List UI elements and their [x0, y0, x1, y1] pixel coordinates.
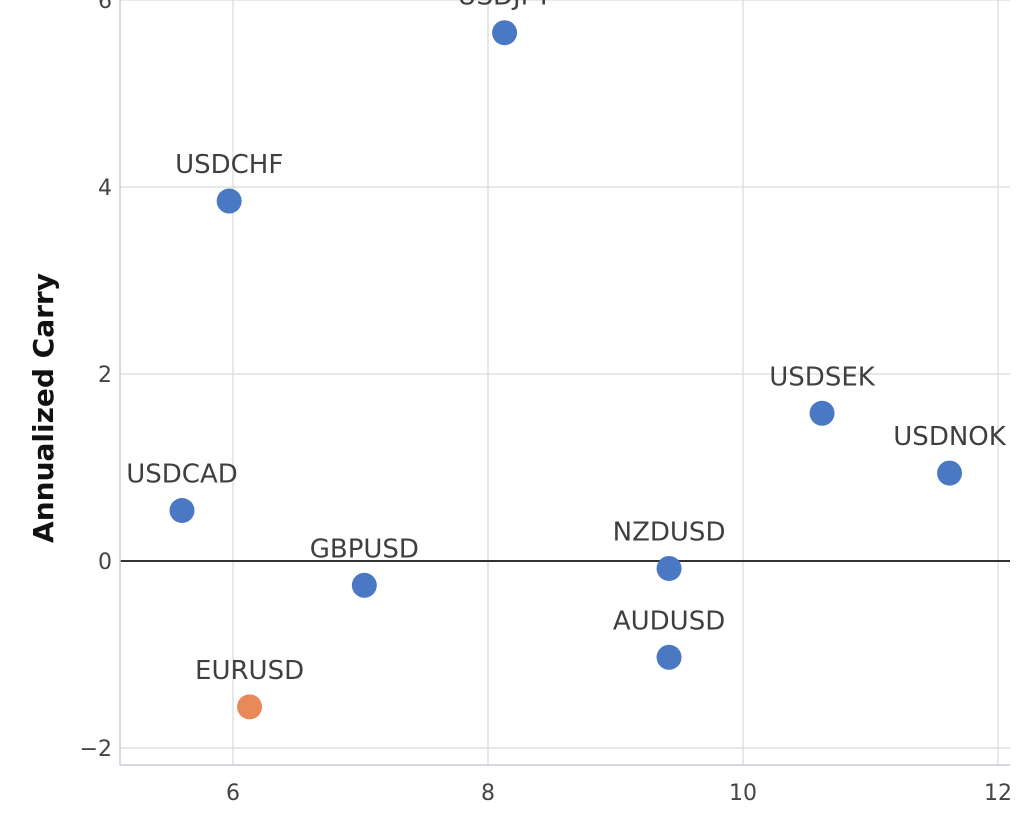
grid — [120, 0, 1010, 765]
y-tick-label: −2 — [80, 737, 112, 762]
data-point-label: AUDUSD — [613, 606, 725, 636]
y-axis-ticks: −2 0 2 4 6 — [80, 0, 112, 762]
y-tick-label: 2 — [98, 363, 112, 388]
y-tick-label: 4 — [98, 176, 112, 201]
data-point — [492, 20, 518, 46]
data-point-label: USDSEK — [769, 362, 875, 392]
data-point — [937, 460, 963, 486]
data-point — [656, 555, 682, 581]
data-point — [656, 644, 682, 670]
x-tick-label: 12 — [984, 781, 1012, 806]
data-point-label: USDCHF — [175, 150, 283, 180]
data-point — [351, 572, 377, 598]
data-point — [809, 400, 835, 426]
data-point-label: USDNOK — [893, 422, 1006, 452]
data-point-label: EURUSD — [195, 656, 304, 686]
y-axis-label: Annualized Carry — [27, 273, 60, 543]
y-tick-label: 6 — [98, 0, 112, 14]
y-tick-label: 0 — [98, 550, 112, 575]
x-tick-label: 8 — [481, 781, 495, 806]
data-points: USDJPY USDCHF USDSEK USDNOK USDCAD NZDUSD GBPU… — [126, 0, 1007, 720]
data-point-label: USDJPY — [457, 0, 551, 12]
x-tick-label: 10 — [729, 781, 757, 806]
data-point-label: USDCAD — [126, 460, 238, 490]
data-point — [237, 694, 263, 720]
data-point-label: NZDUSD — [613, 517, 726, 547]
plot-frame — [119, 0, 1010, 766]
data-point-label: GBPUSD — [310, 534, 419, 564]
data-point — [216, 188, 242, 214]
x-tick-label: 6 — [226, 781, 240, 806]
x-axis-ticks: 6 8 10 12 — [226, 781, 1012, 806]
data-point — [169, 498, 195, 524]
